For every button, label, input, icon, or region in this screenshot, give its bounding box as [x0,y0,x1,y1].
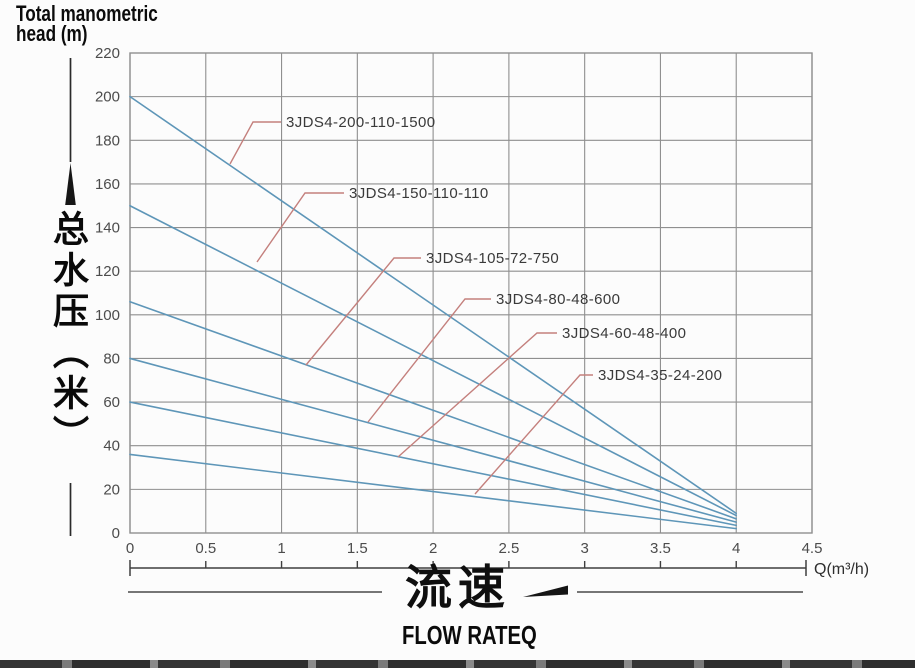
x-tick-label: 4 [732,540,740,557]
y-tick-label: 140 [95,220,120,237]
y-tick-label: 120 [95,263,120,280]
x-tick-label: 2 [429,540,437,557]
y-tick-label: 0 [112,525,120,542]
pump-curve [129,204,738,517]
y-tick-label: 40 [103,438,120,455]
y-tick-label: 60 [103,394,120,411]
label-leader-line [474,374,593,495]
y-axis-arrow-icon [65,163,76,205]
label-leader-line [256,192,344,263]
pump-curve [129,357,738,523]
y-tick-label: 80 [103,350,120,367]
label-leader-line [305,257,421,366]
plot-border [129,52,813,534]
pump-curve [129,401,738,527]
chart-title-line2: head (m) [16,21,88,47]
bottom-scan-band [0,660,915,668]
x-tick-label: 2.5 [498,540,519,557]
x-tick-label: 3 [580,540,588,557]
curve-label: 3JDS4-60-48-400 [562,325,686,342]
y-tick-label: 160 [95,176,120,193]
pump-curve [129,453,738,530]
label-leader-line [397,332,557,458]
x-axis-label-english: FLOW RATEQ [402,620,537,650]
pump-curve [129,300,738,520]
x-axis-unit-label: Q(m³/h) [814,561,869,578]
x-tick-label: 0 [126,540,134,557]
y-tick-label: 100 [95,307,120,324]
x-tick-label: 0.5 [195,540,216,557]
label-leader-line [367,298,491,423]
curve-label: 3JDS4-80-48-600 [496,291,620,308]
curve-label: 3JDS4-200-110-1500 [286,114,436,131]
label-leader-line [229,121,281,165]
y-axis-label-chinese: 总水压（米） [48,210,89,456]
chart-title: Total manometric head (m) [16,1,158,47]
x-tick-label: 1 [277,540,285,557]
x-tick-label: 3.5 [650,540,671,557]
y-tick-label: 220 [95,45,120,62]
x-axis-label-chinese: 流速 [405,561,511,614]
curve-label: 3JDS4-150-110-110 [349,185,489,202]
y-tick-label: 180 [95,132,120,149]
x-tick-label: 1.5 [347,540,368,557]
pump-curve [129,95,738,515]
x-tick-label: 4.5 [802,540,823,557]
chart-title-line1: Total manometric [16,1,158,26]
curve-label: 3JDS4-105-72-750 [426,250,559,267]
y-tick-label: 200 [95,89,120,106]
flow-direction-arrow-icon [523,585,568,597]
y-tick-label: 20 [103,481,120,498]
curve-label: 3JDS4-35-24-200 [598,367,722,384]
